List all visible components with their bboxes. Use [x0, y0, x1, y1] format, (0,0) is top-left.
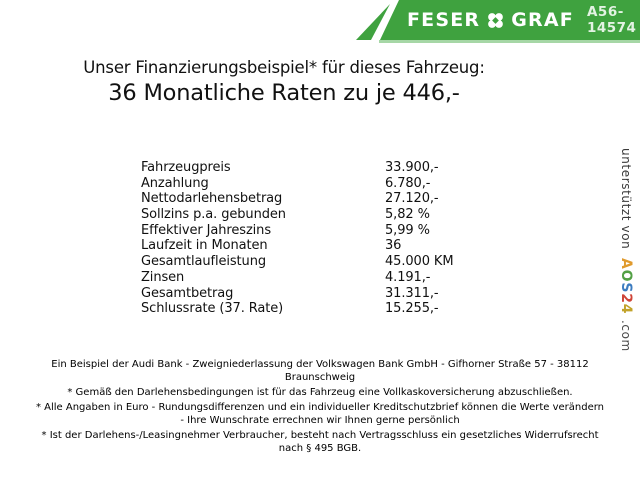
row-value: 5,82 % — [385, 207, 430, 223]
row-value: 4.191,- — [385, 269, 431, 285]
finance-table: Fahrzeugpreis 33.900,- Anzahlung 6.780,-… — [141, 160, 454, 317]
table-row: Nettodarlehensbetrag 27.120,- — [141, 191, 453, 207]
disclaimer-line: - Ihre Wunschrate errechnen wir Ihnen ge… — [180, 415, 460, 426]
disclaimer-line: nach § 495 BGB. — [278, 443, 362, 454]
table-row: Laufzeit in Monaten 36 — [141, 238, 453, 254]
aos24-letter: A — [618, 258, 634, 271]
brand-graf: GRAF — [511, 9, 574, 31]
table-row: Sollzins p.a. gebunden 5,82 % — [141, 207, 453, 223]
table-row: Schlussrate (37. Rate) 15.255,- — [141, 301, 453, 317]
title-rate-headline: 36 Monatliche Raten zu je 446,- — [108, 80, 460, 106]
row-value: 27.120,- — [385, 191, 439, 207]
aos24-letter: 2 — [618, 293, 634, 305]
row-value: 33.900,- — [385, 160, 439, 175]
table-row: Effektiver Jahreszins 5,99 % — [141, 223, 453, 239]
row-label: Schlussrate (37. Rate) — [141, 301, 284, 317]
row-value: 15.255,- — [385, 301, 439, 317]
aos24-letter: 4 — [618, 304, 634, 315]
aos24-domain-suffix: .com — [619, 319, 633, 352]
financing-title: Unser Finanzierungsbeispiel* für dieses … — [0, 58, 568, 106]
row-label: Anzahlung — [141, 175, 209, 191]
row-label: Gesamtlaufleistung — [141, 254, 266, 270]
row-label: Zinsen — [141, 269, 185, 285]
table-row: Zinsen 4.191,- — [141, 270, 453, 286]
table-row: Gesamtlaufleistung 45.000 KM — [141, 254, 454, 270]
aos24-letter: S — [618, 282, 634, 294]
supported-by-label: unterstützt von — [619, 148, 633, 250]
disclaimer-line: * Gemäß den Darlehensbedingungen ist für… — [67, 387, 573, 398]
row-value: 31.311,- — [385, 285, 439, 301]
banner-bottom-strip — [379, 40, 640, 43]
row-value: 45.000 KM — [385, 254, 454, 270]
disclaimer-line: Braunschweig — [284, 372, 356, 383]
side-credit: unterstützt von AOS24 .com — [618, 148, 634, 352]
row-value: 6.780,- — [385, 175, 431, 191]
table-row: Fahrzeugpreis 33.900,- — [141, 160, 453, 176]
title-subtitle: Unser Finanzierungsbeispiel* für dieses … — [83, 58, 485, 77]
vehicle-id: A56-14574 — [586, 4, 637, 36]
row-label: Gesamtbetrag — [141, 285, 234, 301]
disclaimer-line: * Ist der Darlehens-/Leasingnehmer Verbr… — [41, 430, 599, 441]
clover-icon — [488, 12, 504, 28]
row-value: 5,99 % — [385, 222, 430, 238]
row-label: Effektiver Jahreszins — [141, 222, 271, 238]
dealer-banner: FESER GRAF A56-14574 — [380, 0, 640, 40]
disclaimer-footer: Ein Beispiel der Audi Bank - Zweignieder… — [0, 358, 640, 455]
aos24-letter: O — [618, 270, 634, 283]
row-value: 36 — [385, 238, 402, 254]
disclaimer-line: * Alle Angaben in Euro - Rundungsdiffere… — [35, 402, 605, 413]
disclaimer-line: Ein Beispiel der Audi Bank - Zweignieder… — [51, 359, 589, 370]
row-label: Sollzins p.a. gebunden — [141, 207, 286, 223]
brand-feser: FESER — [407, 9, 481, 31]
table-row: Anzahlung 6.780,- — [141, 176, 453, 192]
row-label: Nettodarlehensbetrag — [141, 191, 283, 207]
aos24-logo: AOS24 — [618, 258, 634, 314]
table-row: Gesamtbetrag 31.311,- — [141, 286, 453, 302]
row-label: Laufzeit in Monaten — [141, 238, 268, 254]
row-label: Fahrzeugpreis — [141, 160, 231, 175]
